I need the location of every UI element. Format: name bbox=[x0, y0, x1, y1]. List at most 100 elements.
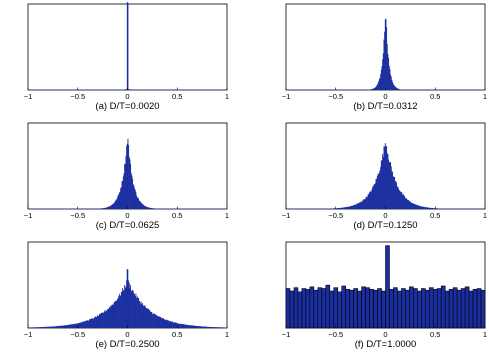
histogram-bar bbox=[150, 208, 152, 209]
histogram-bar bbox=[341, 285, 347, 329]
histogram-bar bbox=[122, 180, 124, 209]
histogram-bar bbox=[384, 143, 386, 209]
histogram-bar bbox=[193, 325, 195, 328]
x-tick-label: −1 bbox=[282, 92, 291, 101]
histogram-bar bbox=[301, 288, 307, 329]
x-tick-label: 0 bbox=[383, 211, 387, 220]
histogram-bar bbox=[373, 289, 378, 329]
histogram-bar bbox=[163, 319, 165, 328]
histogram-bar bbox=[150, 207, 151, 209]
histogram-bar bbox=[448, 289, 454, 329]
histogram-bar bbox=[174, 322, 176, 328]
histogram-bar bbox=[351, 205, 352, 209]
histogram-bar bbox=[217, 327, 218, 328]
histogram-bar bbox=[67, 324, 69, 328]
histogram-bar bbox=[152, 314, 154, 328]
histogram-bar bbox=[349, 206, 350, 209]
histogram-bar bbox=[91, 318, 93, 328]
panel-caption: (c) D/T=0.0625 bbox=[96, 220, 160, 231]
histogram-bar bbox=[104, 311, 106, 328]
histogram-bar bbox=[402, 194, 404, 209]
histogram-bar bbox=[69, 324, 71, 328]
histogram-bar bbox=[146, 308, 147, 328]
histogram-bar bbox=[167, 319, 169, 328]
histogram-bar bbox=[363, 199, 365, 209]
histogram-bar bbox=[437, 208, 439, 209]
histogram-bar bbox=[165, 319, 167, 328]
x-tick-label: 1 bbox=[483, 211, 487, 220]
histogram-bar bbox=[460, 288, 466, 329]
histogram-bar bbox=[347, 206, 348, 209]
histogram-bar bbox=[213, 327, 215, 328]
histogram-bar bbox=[107, 308, 109, 328]
histogram-bar bbox=[106, 207, 108, 209]
histogram-bar bbox=[159, 316, 161, 328]
histogram-bar bbox=[391, 80, 393, 90]
histogram-bar bbox=[436, 288, 442, 329]
histogram-bar bbox=[96, 315, 98, 328]
histogram-bar bbox=[45, 326, 47, 328]
histogram-bar bbox=[59, 325, 61, 328]
histogram-bar bbox=[86, 320, 88, 328]
histogram-bar bbox=[349, 206, 351, 209]
histogram-bar bbox=[125, 155, 127, 209]
histogram-bars bbox=[28, 269, 228, 328]
histogram-bar bbox=[350, 205, 352, 209]
x-tick-label: −1 bbox=[282, 330, 291, 339]
histogram-bar bbox=[41, 327, 43, 328]
histogram-bar bbox=[375, 86, 377, 90]
histogram-bar bbox=[183, 324, 185, 328]
histogram-bar bbox=[31, 327, 33, 328]
histogram-bar bbox=[127, 2, 129, 91]
histogram-bar bbox=[97, 315, 99, 328]
histogram-bar bbox=[337, 291, 343, 329]
histogram-bar bbox=[388, 162, 390, 209]
histogram-bar bbox=[101, 312, 103, 328]
histogram-bar bbox=[345, 207, 346, 209]
histogram-bar bbox=[351, 205, 353, 209]
histogram-bar bbox=[89, 319, 91, 328]
histogram-bar bbox=[361, 286, 366, 329]
histogram-bar bbox=[398, 88, 400, 90]
histogram-bar bbox=[169, 321, 171, 328]
histogram-bar bbox=[88, 320, 90, 328]
histogram-bar bbox=[396, 186, 398, 209]
histogram-bar bbox=[427, 207, 429, 209]
histogram-bar bbox=[75, 323, 77, 328]
histogram-bar bbox=[116, 199, 118, 209]
histogram-bar bbox=[69, 324, 71, 328]
histogram-bar bbox=[124, 285, 126, 328]
histogram-bar bbox=[152, 208, 153, 209]
histogram-bar bbox=[382, 53, 384, 90]
histogram-bar bbox=[400, 192, 402, 209]
histogram-bar bbox=[114, 302, 116, 328]
histogram-bar bbox=[429, 207, 431, 209]
histogram-bar bbox=[139, 201, 141, 209]
histogram-bar bbox=[222, 327, 224, 328]
histogram-bar bbox=[73, 323, 75, 328]
histogram-bar bbox=[59, 325, 61, 328]
histogram-bar bbox=[140, 202, 142, 209]
histogram-bar bbox=[115, 199, 117, 209]
histogram-bar bbox=[372, 186, 374, 209]
histogram-bar bbox=[388, 159, 390, 209]
histogram-bar bbox=[397, 88, 399, 90]
histogram-bar bbox=[148, 309, 150, 328]
histogram-bar bbox=[142, 303, 144, 328]
histogram-bar bbox=[370, 191, 372, 209]
histogram-bar bbox=[365, 287, 370, 329]
histogram-bar bbox=[146, 308, 148, 328]
histogram-bar bbox=[106, 309, 108, 328]
histogram-bar bbox=[413, 288, 418, 329]
histogram-bar bbox=[210, 326, 212, 328]
histogram-bar bbox=[202, 326, 204, 328]
histogram-bar bbox=[117, 298, 119, 328]
histogram-bar bbox=[134, 296, 136, 328]
histogram-bar bbox=[224, 327, 226, 328]
histogram-bar bbox=[162, 318, 164, 328]
histogram-bar bbox=[376, 178, 378, 209]
x-tick-label: 0 bbox=[125, 211, 129, 220]
histogram-bar bbox=[87, 320, 88, 328]
histogram-bar bbox=[297, 291, 303, 329]
x-tick-label: 0.5 bbox=[430, 211, 440, 220]
